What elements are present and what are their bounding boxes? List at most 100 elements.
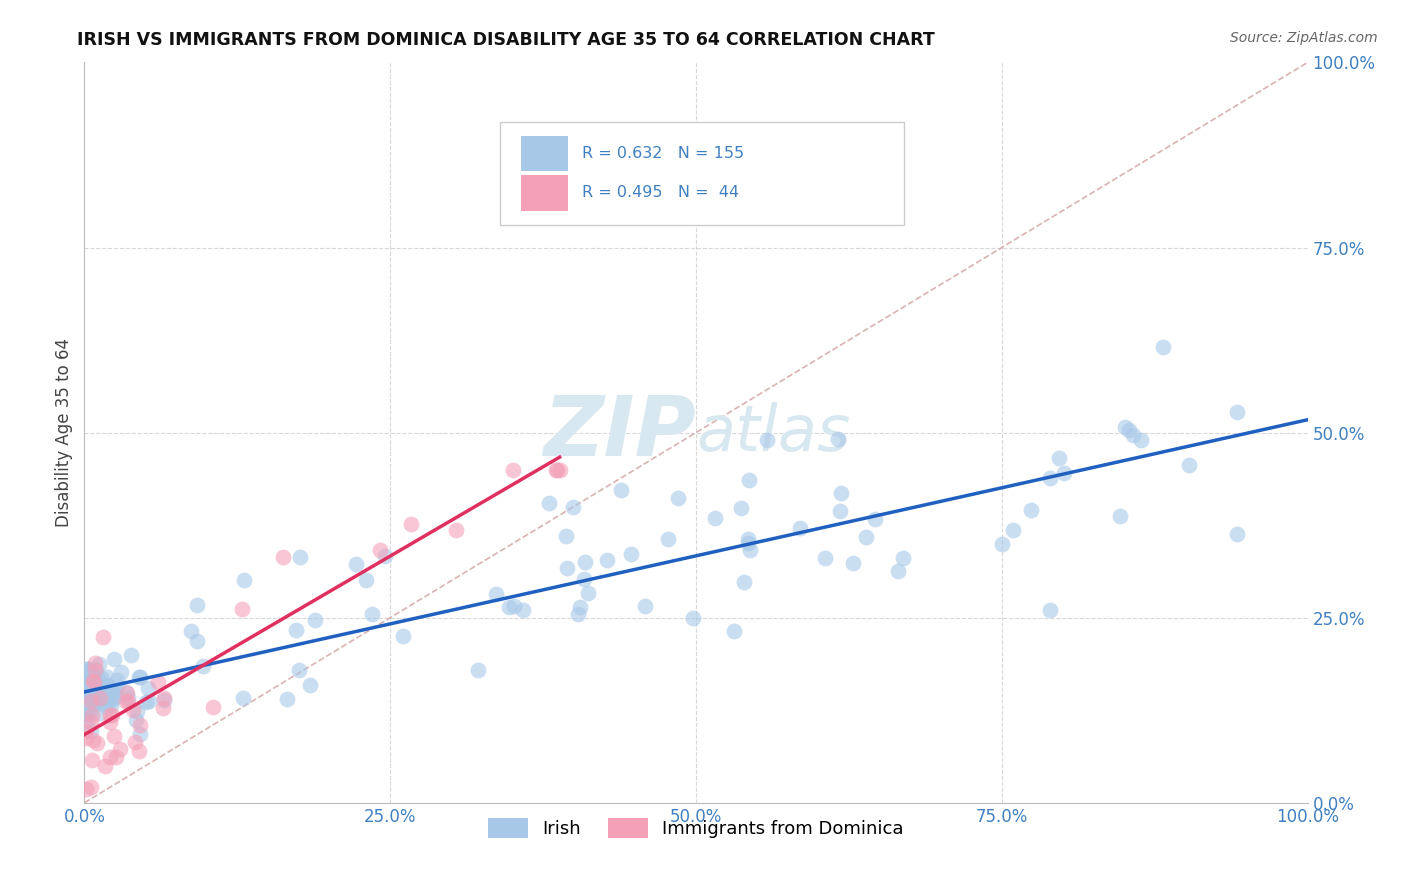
Point (82, 680, 104, 694)
Point (153, 690, 176, 705)
Point (75, 699, 97, 714)
Point (124, 735, 146, 749)
Point (830, 504, 852, 518)
Point (77, 692, 100, 706)
Point (77, 685, 100, 699)
Point (682, 611, 704, 625)
Point (104, 690, 127, 704)
Point (1226, 526, 1249, 541)
Point (82, 698, 104, 713)
Point (830, 486, 852, 500)
Point (115, 685, 138, 699)
Point (231, 602, 253, 616)
Point (87, 706, 110, 720)
Point (304, 613, 326, 627)
Point (86, 688, 108, 702)
Text: atlas: atlas (696, 401, 851, 464)
Point (75, 685, 97, 699)
Point (98, 749, 121, 764)
Point (232, 690, 254, 705)
Point (128, 670, 150, 684)
Point (76, 714, 98, 728)
Point (738, 473, 761, 487)
Point (75, 707, 97, 722)
Point (98, 707, 121, 722)
Point (146, 675, 169, 690)
Point (485, 587, 508, 601)
Point (186, 634, 208, 648)
Point (1039, 470, 1062, 484)
Text: ZIP: ZIP (543, 392, 696, 473)
Point (122, 703, 145, 717)
Point (82, 668, 104, 682)
Point (574, 555, 596, 569)
Point (110, 665, 132, 679)
Point (704, 511, 727, 525)
Point (1152, 340, 1174, 354)
Point (120, 648, 142, 663)
Point (75, 679, 97, 693)
Point (96, 700, 118, 714)
Point (554, 528, 576, 542)
Point (290, 549, 312, 564)
Point (75, 731, 97, 746)
Point (191, 659, 214, 673)
Point (887, 564, 910, 578)
Point (502, 599, 524, 614)
Point (990, 537, 1012, 551)
Text: Source: ZipAtlas.com: Source: ZipAtlas.com (1230, 31, 1378, 45)
Point (180, 624, 202, 638)
Point (814, 550, 837, 565)
Point (344, 557, 367, 571)
Point (368, 543, 391, 558)
Point (75, 723, 97, 738)
Point (87, 679, 110, 693)
Point (79, 690, 101, 704)
Point (90, 671, 112, 685)
Point (77, 697, 100, 711)
Point (90, 683, 112, 698)
Point (82, 680, 104, 694)
Point (512, 603, 534, 617)
Point (555, 561, 578, 575)
Point (153, 693, 176, 707)
Point (75, 673, 97, 687)
Point (83, 683, 105, 698)
Point (399, 517, 422, 532)
Point (75, 680, 97, 694)
Point (657, 533, 679, 547)
Point (80, 723, 103, 738)
Point (537, 496, 560, 510)
Point (98, 714, 121, 729)
Point (110, 742, 132, 756)
Point (90, 684, 112, 698)
Point (103, 652, 125, 666)
Point (80, 690, 103, 705)
Point (83, 657, 105, 671)
Point (186, 598, 208, 612)
Point (1047, 450, 1070, 465)
Point (1122, 428, 1144, 442)
Point (76, 702, 98, 716)
Point (276, 692, 298, 706)
Point (79, 689, 101, 703)
Point (1118, 423, 1140, 437)
Point (567, 607, 589, 621)
Point (96, 670, 118, 684)
Point (733, 575, 755, 590)
Point (80, 688, 103, 702)
Point (77, 662, 100, 676)
Point (891, 550, 914, 565)
Point (298, 678, 321, 692)
Point (1019, 503, 1042, 517)
Point (75, 706, 97, 720)
Point (117, 690, 139, 705)
Point (91, 631, 114, 645)
Point (863, 512, 886, 526)
Text: R = 0.632   N = 155: R = 0.632 N = 155 (582, 146, 744, 161)
Point (87, 657, 110, 671)
Bar (522, 136, 568, 171)
Point (562, 500, 585, 515)
Text: R = 0.495   N =  44: R = 0.495 N = 44 (582, 186, 740, 200)
Point (105, 749, 128, 764)
